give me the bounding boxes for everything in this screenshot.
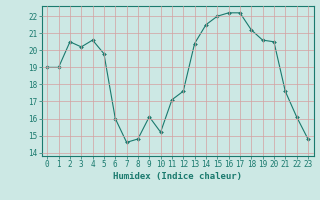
X-axis label: Humidex (Indice chaleur): Humidex (Indice chaleur) [113,172,242,181]
